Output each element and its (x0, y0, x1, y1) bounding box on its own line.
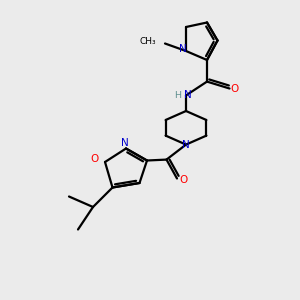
Text: N: N (182, 140, 190, 151)
Text: H: H (174, 91, 181, 100)
Text: O: O (90, 154, 98, 164)
Text: CH₃: CH₃ (140, 37, 157, 46)
Text: N: N (179, 44, 187, 55)
Text: O: O (231, 83, 239, 94)
Text: N: N (184, 90, 191, 100)
Text: N: N (121, 138, 128, 148)
Text: O: O (179, 175, 188, 185)
